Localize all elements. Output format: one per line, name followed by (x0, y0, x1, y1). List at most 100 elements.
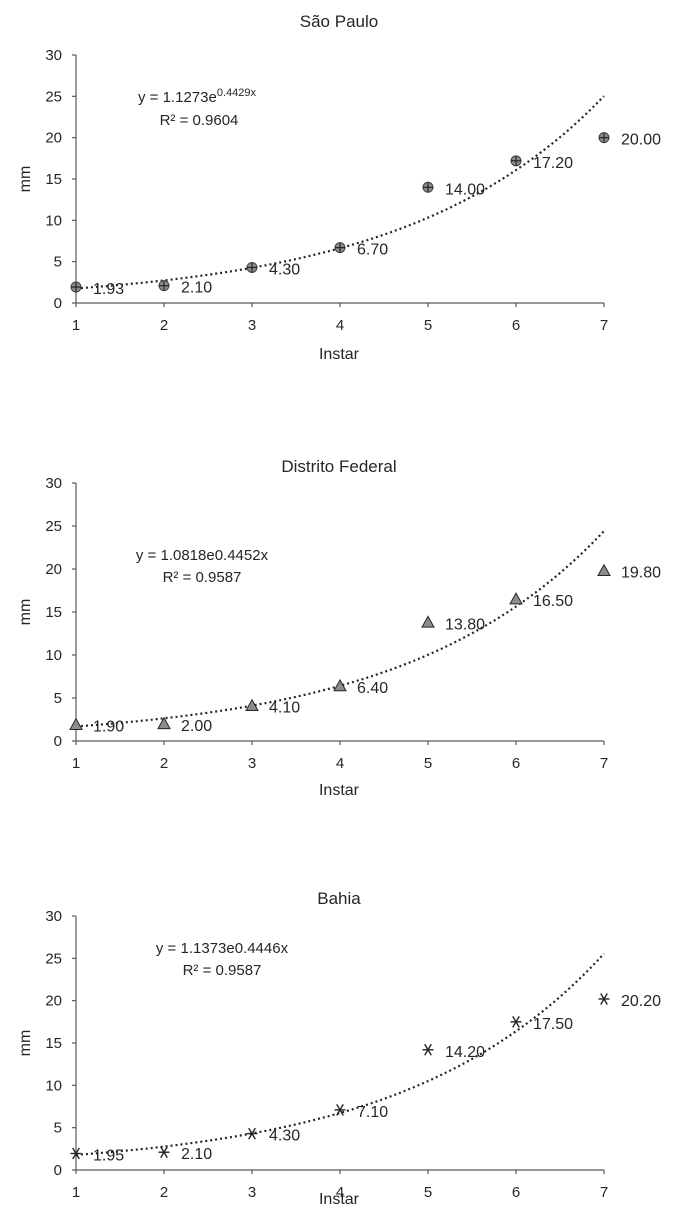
marker-triangle (509, 592, 523, 605)
trendline-equation: y = 1.1273e0.4429x (138, 87, 256, 106)
trendline-equation: y = 1.1373e0.4446x (156, 940, 289, 957)
y-tick-label: 10 (45, 212, 62, 229)
y-tick-label: 30 (45, 475, 62, 492)
x-tick-label: 6 (512, 317, 520, 334)
data-label: 14.00 (445, 181, 485, 198)
trendline (75, 95, 605, 290)
y-axis-label: mm (17, 599, 34, 626)
x-axis-label: Instar (319, 1191, 360, 1208)
x-tick-label: 2 (160, 317, 168, 334)
equation-base: y = 1.1373e0.4446x (156, 940, 289, 957)
y-tick-label: 10 (45, 647, 62, 664)
x-axis-label: Instar (319, 782, 360, 799)
marker-asterisk-stroke (248, 1127, 256, 1140)
data-label: 4.30 (269, 261, 300, 278)
trendline (75, 952, 605, 1157)
data-label: 7.10 (357, 1104, 388, 1121)
x-tick-label: 4 (336, 317, 344, 334)
x-tick-label: 7 (600, 317, 608, 334)
data-label: 4.30 (269, 1128, 300, 1145)
x-tick-label: 1 (72, 1184, 80, 1201)
marker-asterisk-stroke (424, 1043, 432, 1056)
y-tick-label: 10 (45, 1077, 62, 1094)
y-axis-label: mm (17, 166, 34, 193)
y-tick-label: 20 (45, 130, 62, 147)
x-tick-label: 4 (336, 1184, 344, 1201)
marker-asterisk-stroke (160, 1146, 168, 1159)
y-tick-label: 15 (45, 1035, 62, 1052)
x-tick-label: 6 (512, 1184, 520, 1201)
x-tick-label: 1 (72, 317, 80, 334)
equation-base: y = 1.0818e0.4452x (136, 547, 269, 564)
r-squared-label: R² = 0.9587 (163, 569, 242, 586)
data-label: 14.20 (445, 1044, 485, 1061)
y-tick-label: 0 (54, 295, 62, 312)
y-tick-label: 0 (54, 733, 62, 750)
data-label: 4.10 (269, 700, 300, 717)
y-tick-label: 25 (45, 88, 62, 105)
x-tick-label: 7 (600, 755, 608, 772)
r-squared-label: R² = 0.9587 (183, 962, 262, 979)
x-tick-label: 3 (248, 1184, 256, 1201)
data-label: 13.80 (445, 616, 485, 633)
y-tick-label: 5 (54, 1120, 62, 1137)
x-axis-label: Instar (319, 346, 360, 363)
marker-triangle (157, 716, 171, 730)
data-label: 2.10 (181, 280, 212, 297)
x-tick-label: 5 (424, 1184, 432, 1201)
data-label: 1.93 (93, 281, 124, 298)
data-label: 17.50 (533, 1016, 573, 1033)
chart-title: Distrito Federal (281, 457, 396, 476)
chart-panel-1: Distrito Federal 0 5 10 15 20 25 30 1 2 3 4 5 6 7 Insta… (17, 457, 661, 799)
data-label: 19.80 (621, 565, 661, 582)
data-label: 20.20 (621, 993, 661, 1010)
x-tick-label: 3 (248, 317, 256, 334)
marker-triangle (421, 615, 435, 628)
data-label: 1.95 (93, 1147, 124, 1164)
y-tick-label: 15 (45, 604, 62, 621)
chart-panel-0: São Paulo 0 5 10 15 20 25 30 1 2 3 4 5 6 7 Instar mm y = … (17, 12, 661, 363)
marker-asterisk-stroke (72, 1147, 80, 1160)
data-label: 16.50 (533, 593, 573, 610)
x-tick-label: 3 (248, 755, 256, 772)
x-tick-label: 5 (424, 317, 432, 334)
data-label: 1.90 (93, 719, 124, 736)
marker-triangle (597, 563, 611, 577)
x-tick-label: 5 (424, 755, 432, 772)
data-label: 2.10 (181, 1146, 212, 1163)
data-label: 2.00 (181, 718, 212, 735)
chart-title: Bahia (317, 889, 361, 908)
x-tick-label: 1 (72, 755, 80, 772)
marker-asterisk-stroke (336, 1104, 344, 1116)
x-tick-label: 7 (600, 1184, 608, 1201)
x-tick-label: 4 (336, 755, 344, 772)
equation-base: y = 1.1273e (138, 89, 217, 106)
data-label: 6.70 (357, 242, 388, 259)
y-tick-label: 30 (45, 908, 62, 925)
data-label: 20.00 (621, 132, 661, 149)
trendline-equation: y = 1.0818e0.4452x (136, 547, 269, 564)
y-tick-label: 15 (45, 171, 62, 188)
y-tick-label: 20 (45, 993, 62, 1010)
marker-triangle (333, 678, 347, 692)
x-tick-label: 2 (160, 1184, 168, 1201)
data-label: 6.40 (357, 680, 388, 697)
chart-panel-2: Bahia 0 5 10 15 20 25 30 1 2 3 4 5 6 7 Instar mm y = 1.13… (17, 889, 661, 1208)
r-squared-label: R² = 0.9604 (160, 112, 239, 129)
y-tick-label: 5 (54, 690, 62, 707)
y-axis-label: mm (17, 1030, 34, 1057)
y-tick-label: 0 (54, 1162, 62, 1179)
marker-asterisk-stroke (512, 1015, 520, 1028)
y-tick-label: 25 (45, 518, 62, 535)
marker-asterisk-stroke (600, 993, 608, 1005)
y-tick-label: 20 (45, 561, 62, 578)
trendline (75, 530, 605, 728)
y-tick-label: 25 (45, 950, 62, 967)
x-tick-label: 2 (160, 755, 168, 772)
chart-title: São Paulo (300, 12, 378, 31)
x-tick-label: 6 (512, 755, 520, 772)
marker-triangle (69, 717, 83, 730)
y-tick-label: 30 (45, 47, 62, 64)
y-tick-label: 5 (54, 254, 62, 271)
